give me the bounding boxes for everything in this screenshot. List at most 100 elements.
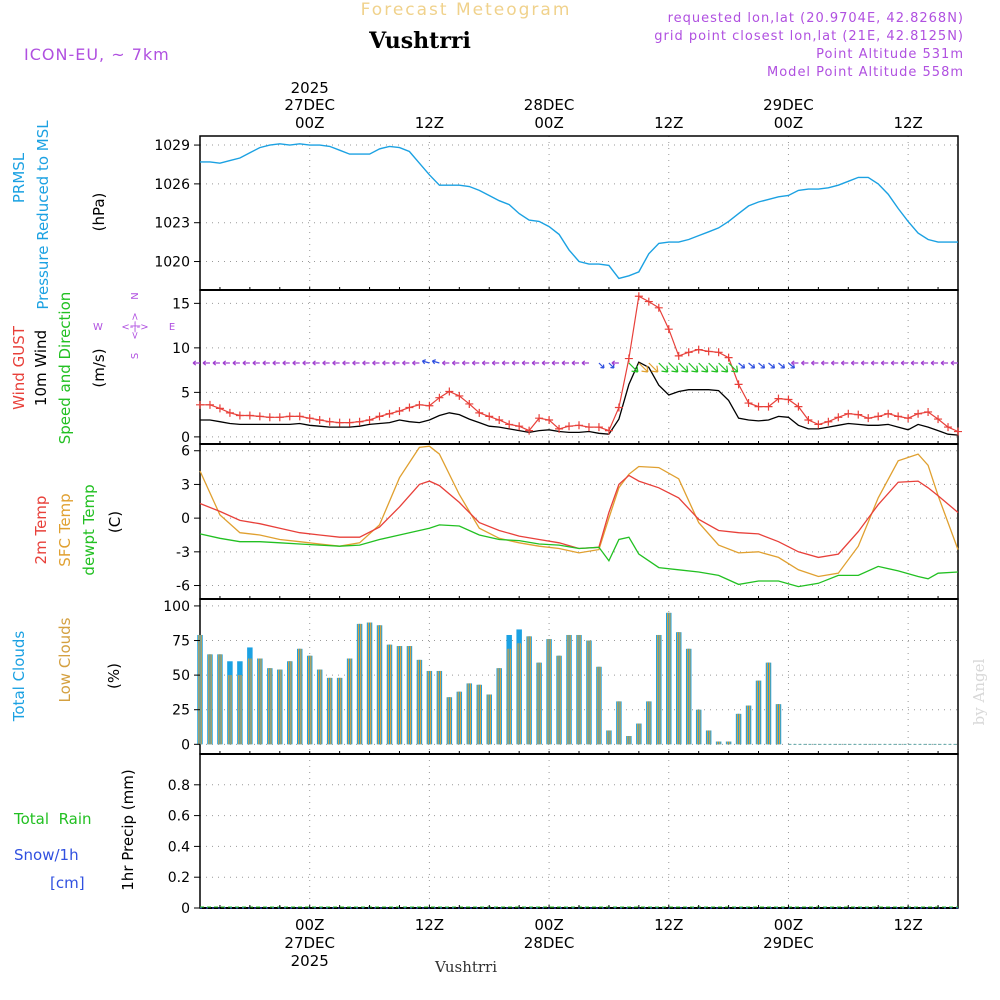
wind-direction-arrow <box>521 360 530 366</box>
compass-west: W <box>93 322 103 333</box>
total-rain-label: Total Rain <box>13 810 92 828</box>
panel-frame <box>199 753 959 909</box>
gust-marker <box>445 387 454 396</box>
y-tick-label: 75 <box>172 634 190 650</box>
panel-frame <box>199 289 959 445</box>
gust-marker <box>834 413 843 422</box>
gust-marker <box>465 399 474 408</box>
gust-marker <box>854 410 863 419</box>
bottom-time-label: 12Z <box>893 916 922 934</box>
gust-marker <box>575 421 583 430</box>
wind-direction-label: Speed and Direction <box>56 292 74 445</box>
gust-marker <box>435 393 444 402</box>
y-tick-label: 1029 <box>154 138 190 154</box>
y-tick-label: 0 <box>181 901 190 917</box>
gust-marker <box>315 415 324 424</box>
y-tick-label: 1026 <box>154 177 190 193</box>
wind-direction-arrow <box>431 359 440 365</box>
wind-direction-arrow <box>840 360 849 366</box>
gust-marker <box>734 380 743 389</box>
temp-unit-label: (C) <box>106 511 124 533</box>
y-tick-label: 10 <box>172 341 190 357</box>
wind-direction-arrow <box>551 360 560 366</box>
wind-direction-arrow <box>392 360 400 366</box>
wind-direction-arrow <box>531 360 540 366</box>
wind-direction-arrow <box>292 360 300 366</box>
wind-direction-arrow <box>940 360 949 366</box>
wind-direction-arrow <box>322 360 330 366</box>
panel-frames <box>199 135 959 909</box>
wind-direction-arrow <box>511 360 520 366</box>
wind-direction-arrow <box>372 360 380 366</box>
compass-east: E <box>169 322 175 333</box>
gust-marker <box>794 402 803 411</box>
gust-marker <box>235 411 244 420</box>
dewpt-label: dewpt Temp <box>80 484 98 575</box>
gust-marker <box>814 420 823 429</box>
y-tick-label: -3 <box>176 545 190 561</box>
wind-direction-arrow <box>561 360 570 366</box>
gust-marker <box>954 427 962 436</box>
grid-point-coords: grid point closest lon,lat (21E, 42.8125… <box>654 29 964 44</box>
gust-marker <box>475 408 484 417</box>
top-date-label: 29DEC <box>763 96 814 114</box>
top-time-label: 12Z <box>654 114 683 132</box>
bottom-time-label: 12Z <box>415 916 444 934</box>
gust-marker <box>824 417 833 426</box>
wind-direction-arrow <box>820 360 829 366</box>
total-clouds-label: Total Clouds <box>10 631 28 723</box>
wind-direction-arrow <box>811 360 819 366</box>
gust-marker <box>305 414 314 423</box>
wind-direction-arrow <box>598 362 605 369</box>
y-tick-label: 0.4 <box>168 839 190 855</box>
gust-marker <box>325 417 334 426</box>
grid-lines <box>200 136 958 909</box>
wind-direction-arrow <box>342 360 350 366</box>
top-year-label: 2025 <box>291 79 329 97</box>
wind-direction-arrow <box>870 360 879 366</box>
gust-marker <box>215 404 224 413</box>
gust-marker <box>355 417 364 426</box>
wind-direction-arrow <box>352 360 360 366</box>
pressure-unit-label: (hPa) <box>90 193 108 232</box>
snow-label: Snow/1h <box>14 846 79 864</box>
gust-marker <box>704 347 713 356</box>
wind-direction-arrow <box>421 359 430 365</box>
wind-direction-arrow <box>850 360 859 366</box>
wind-direction-arrow <box>262 360 270 366</box>
wind-direction-arrow <box>571 360 579 366</box>
wind-direction-arrow <box>758 362 766 369</box>
gust-marker <box>604 426 613 435</box>
wind-direction-arrow <box>481 360 490 366</box>
y-tick-label: 3 <box>181 477 190 493</box>
wind-direction-arrow <box>491 360 500 366</box>
y-tick-label: 0.2 <box>168 870 190 886</box>
wind-direction-arrow <box>242 360 250 366</box>
y-tick-label: -6 <box>176 579 190 595</box>
gust-marker <box>425 401 434 410</box>
gust-marker <box>924 407 933 416</box>
gust-marker <box>804 415 813 424</box>
bottom-time-label: 00Z <box>534 916 563 934</box>
gust-marker <box>884 409 893 418</box>
wind-direction-arrow <box>668 362 679 373</box>
wind-direction-arrow <box>541 360 550 366</box>
y-tick-label: 6 <box>181 444 190 460</box>
wind-direction-arrow <box>332 360 340 366</box>
gust-marker <box>634 292 643 301</box>
clouds-unit-label: (%) <box>105 663 123 689</box>
y-tick-label: 0 <box>181 511 190 527</box>
wind-unit-label: (m/s) <box>90 348 108 387</box>
gust-marker <box>535 414 544 423</box>
y-tick-label: 0 <box>181 737 190 753</box>
wind-direction-arrow <box>791 360 799 366</box>
top-date-label: 28DEC <box>524 96 575 114</box>
point-altitude: Point Altitude 531m <box>816 47 964 62</box>
gust-marker <box>375 412 384 421</box>
forecast-label: Forecast Meteogram <box>361 0 572 20</box>
wind-direction-arrow <box>880 360 889 366</box>
gust-marker <box>754 402 763 411</box>
wind-direction-arrow <box>890 360 899 366</box>
